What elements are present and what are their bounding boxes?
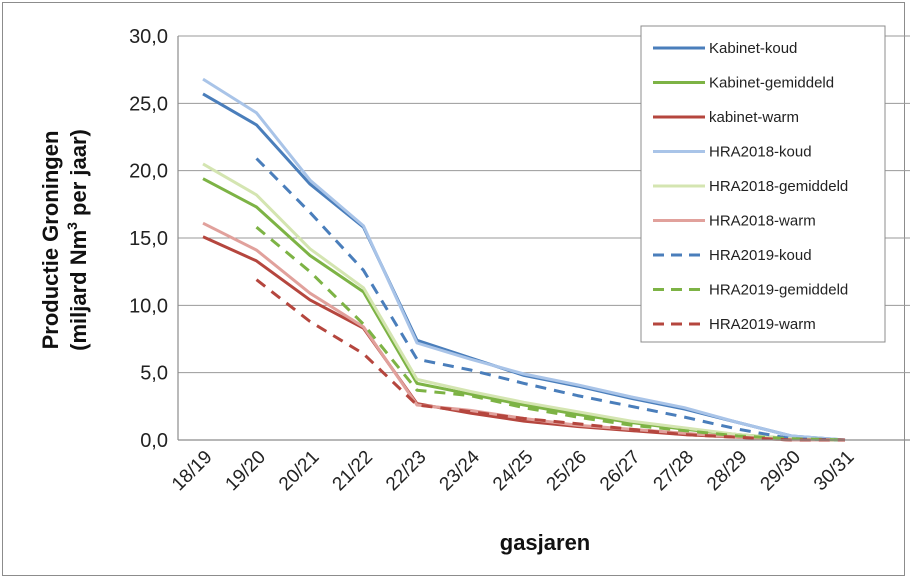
y-tick-label: 20,0: [129, 161, 168, 183]
axes: [177, 36, 910, 441]
legend-label: HRA2019-warm: [709, 316, 816, 333]
x-tick-label: 30/31: [810, 447, 858, 495]
series-line-hra2018-koud: [202, 77, 846, 442]
y-tick-label: 10,0: [129, 295, 168, 317]
y-tick-label: 5,0: [140, 363, 168, 385]
y-axis-title-line2-prefix: (miljard Nm: [66, 230, 91, 351]
x-tick-label: 20/21: [275, 447, 323, 495]
legend-label: HRA2019-koud: [709, 247, 812, 264]
legend-label: Kabinet-koud: [709, 40, 797, 57]
legend-label: HRA2018-gemiddeld: [709, 178, 848, 195]
y-tick-label: 30,0: [129, 26, 168, 48]
x-tick-label: 28/29: [703, 447, 751, 495]
x-axis-title: gasjaren: [500, 530, 591, 555]
y-tick-labels: 0,0 5,0 10,0 15,0 20,0 25,0 30,0: [129, 26, 168, 452]
y-axis-title-line2-suffix: per jaar): [66, 129, 91, 222]
x-tick-label: 26/27: [596, 447, 644, 495]
y-tick-label: 0,0: [140, 430, 168, 452]
legend-label: HRA2018-warm: [709, 213, 816, 230]
legend: Kabinet-koud Kabinet-gemiddeld kabinet-war…: [640, 25, 886, 343]
x-tick-labels: 18/19 19/20 20/21 21/22 22/23 23/24 24/25 25/26…: [168, 446, 858, 495]
y-tick-label: 15,0: [129, 228, 168, 250]
x-tick-label: 22/23: [382, 447, 430, 495]
y-axis-title-line2: (miljard Nm3 per jaar): [64, 129, 91, 351]
x-tick-label: 23/24: [436, 446, 485, 495]
series-line-hra2019-warm: [255, 278, 845, 442]
y-axis-title-line1: Productie Groningen: [38, 131, 63, 350]
x-tick-label: 21/22: [329, 447, 377, 495]
x-tick-label: 24/25: [489, 447, 537, 495]
y-tick-label: 25,0: [129, 93, 168, 115]
x-tick-label: 27/28: [650, 447, 698, 495]
legend-label: Kabinet-gemiddeld: [709, 75, 834, 92]
legend-label: HRA2018-koud: [709, 144, 812, 161]
legend-label: kabinet-warm: [709, 109, 799, 126]
y-axis-title: Productie Groningen (miljard Nm3 per jaa…: [38, 129, 91, 351]
series-line-hra2019-gemiddeld: [255, 226, 846, 442]
x-tick-label: 25/26: [543, 447, 591, 495]
x-tick-label: 29/30: [757, 447, 805, 495]
x-tick-label: 19/20: [222, 447, 270, 495]
legend-label: HRA2019-gemiddeld: [709, 282, 848, 299]
y-axis-title-sup: 3: [64, 222, 80, 230]
series-line-hra2019-koud: [255, 157, 846, 442]
series-lines: [202, 77, 846, 442]
x-tick-label: 18/19: [168, 447, 216, 495]
